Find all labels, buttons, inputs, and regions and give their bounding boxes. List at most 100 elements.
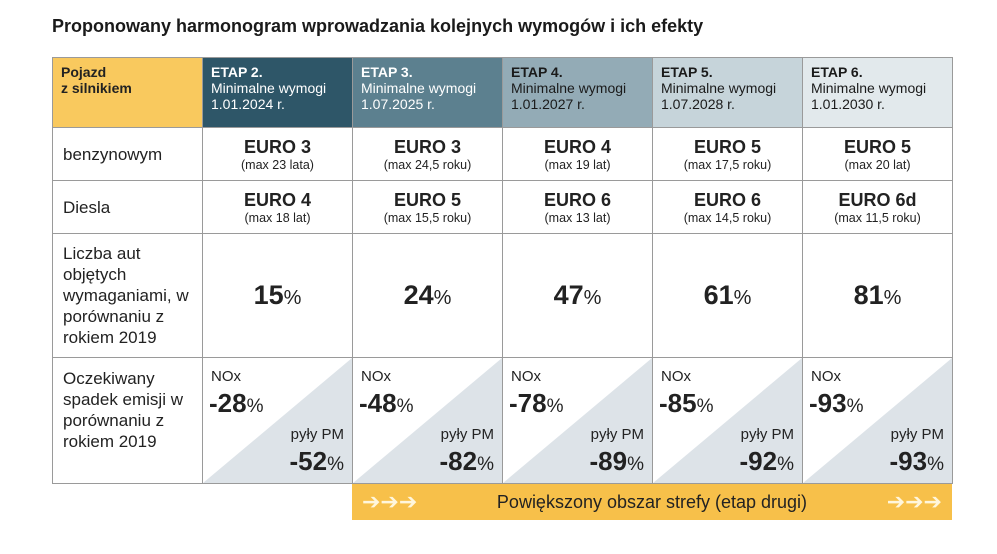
page-title: Proponowany harmonogram wprowadzania kol… xyxy=(52,16,704,36)
stage-header-4: ETAP 4. Minimalne wymogi 1.01.2027 r. xyxy=(502,57,653,128)
share-value: 24 xyxy=(403,280,434,310)
euro-norm: EURO 6 xyxy=(543,189,612,210)
euro-cell: EURO 4 (max 18 lat) xyxy=(202,180,353,234)
max-age: (max 15,5 roku) xyxy=(383,210,472,225)
schedule-table: Pojazd z silnikiem ETAP 2. Minimalne wymog… xyxy=(52,57,953,484)
pm-label: pyły PM xyxy=(590,426,644,443)
euro-cell: EURO 3 (max 23 lata) xyxy=(202,127,353,181)
row-label: benzynowym xyxy=(52,127,203,181)
euro-norm: EURO 6 xyxy=(693,189,762,210)
vehicle-header-line1: Pojazd xyxy=(61,64,107,80)
euro-norm: EURO 5 xyxy=(843,136,912,157)
pm-value: -93% xyxy=(889,446,944,476)
row-diesel: Diesla EURO 4 (max 18 lat) EURO 5 (max 15,5 … xyxy=(52,180,953,234)
stage-name: ETAP 6. xyxy=(811,64,863,80)
pm-label: pyły PM xyxy=(890,426,944,443)
pm-value: -82% xyxy=(439,446,494,476)
row-label: Liczba aut objętych wymaganiami, w porów… xyxy=(52,233,203,358)
share-value: 15 xyxy=(253,280,284,310)
max-age: (max 18 lat) xyxy=(244,210,311,225)
euro-norm: EURO 3 xyxy=(393,136,462,157)
nox-value: -28% xyxy=(209,388,264,418)
stage-sub: Minimalne wymogi xyxy=(811,80,927,96)
nox-value: -48% xyxy=(359,388,414,418)
max-age: (max 20 lat) xyxy=(844,157,911,172)
pm-label: pyły PM xyxy=(290,426,344,443)
unit: % xyxy=(733,287,752,309)
stage-sub: Minimalne wymogi xyxy=(511,80,627,96)
cars-share-cell: 61% xyxy=(652,233,803,358)
unit: % xyxy=(583,287,602,309)
euro-cell: EURO 3 (max 24,5 roku) xyxy=(352,127,503,181)
pm-value: -92% xyxy=(739,446,794,476)
emission-cell: NOx -93% pyły PM -93% xyxy=(802,357,953,484)
emission-cell: NOx -28% pyły PM -52% xyxy=(202,357,353,484)
stage-header-3: ETAP 3. Minimalne wymogi 1.07.2025 r. xyxy=(352,57,503,128)
cars-share-cell: 81% xyxy=(802,233,953,358)
row-petrol: benzynowym EURO 3 (max 23 lata) EURO 3 (max … xyxy=(52,127,953,181)
stage-date: 1.01.2024 r. xyxy=(211,96,285,112)
share-value: 47 xyxy=(553,280,584,310)
arrows-icon: ➔➔➔ xyxy=(362,489,418,514)
stage-header-6: ETAP 6. Minimalne wymogi 1.01.2030 r. xyxy=(802,57,953,128)
zone-extension-banner: ➔➔➔ Powiększony obszar strefy (etap drug… xyxy=(352,484,952,520)
stage-header-5: ETAP 5. Minimalne wymogi 1.07.2028 r. xyxy=(652,57,803,128)
banner-text: Powiększony obszar strefy (etap drugi) xyxy=(496,491,808,512)
max-age: (max 14,5 roku) xyxy=(683,210,772,225)
max-age: (max 24,5 roku) xyxy=(383,157,472,172)
emission-cell: NOx -78% pyły PM -89% xyxy=(502,357,653,484)
row-label: Diesla xyxy=(52,180,203,234)
nox-value: -78% xyxy=(509,388,564,418)
vehicle-header-line2: z silnikiem xyxy=(61,80,132,96)
unit: % xyxy=(283,287,302,309)
unit: % xyxy=(433,287,452,309)
stage-name: ETAP 2. xyxy=(211,64,263,80)
max-age: (max 11,5 roku) xyxy=(834,210,921,225)
max-age: (max 19 lat) xyxy=(544,157,611,172)
max-age: (max 17,5 roku) xyxy=(683,157,772,172)
nox-label: NOx xyxy=(811,368,841,385)
share-value: 61 xyxy=(703,280,734,310)
stage-date: 1.07.2028 r. xyxy=(661,96,735,112)
unit: % xyxy=(883,287,902,309)
euro-norm: EURO 5 xyxy=(393,189,462,210)
row-cars-share: Liczba aut objętych wymaganiami, w porów… xyxy=(52,233,953,358)
stage-date: 1.01.2030 r. xyxy=(811,96,885,112)
stage-date: 1.07.2025 r. xyxy=(361,96,435,112)
nox-label: NOx xyxy=(511,368,541,385)
max-age: (max 13 lat) xyxy=(544,210,611,225)
pm-label: pyły PM xyxy=(440,426,494,443)
euro-norm: EURO 4 xyxy=(543,136,612,157)
pm-value: -52% xyxy=(289,446,344,476)
cars-share-cell: 47% xyxy=(502,233,653,358)
stage-sub: Minimalne wymogi xyxy=(211,80,327,96)
cars-share-cell: 24% xyxy=(352,233,503,358)
euro-cell: EURO 4 (max 19 lat) xyxy=(502,127,653,181)
cars-share-cell: 15% xyxy=(202,233,353,358)
emission-cell: NOx -85% pyły PM -92% xyxy=(652,357,803,484)
stage-sub: Minimalne wymogi xyxy=(361,80,477,96)
row-emissions: Oczekiwany spadek emisji w porównaniu z … xyxy=(52,357,953,484)
row-label: Oczekiwany spadek emisji w porównaniu z … xyxy=(52,357,203,484)
stage-date: 1.01.2027 r. xyxy=(511,96,585,112)
pm-label: pyły PM xyxy=(740,426,794,443)
stage-name: ETAP 5. xyxy=(661,64,713,80)
share-value: 81 xyxy=(853,280,884,310)
nox-value: -93% xyxy=(809,388,864,418)
euro-cell: EURO 5 (max 20 lat) xyxy=(802,127,953,181)
euro-norm: EURO 5 xyxy=(693,136,762,157)
nox-label: NOx xyxy=(361,368,391,385)
euro-cell: EURO 6d (max 11,5 roku) xyxy=(802,180,953,234)
euro-cell: EURO 6 (max 14,5 roku) xyxy=(652,180,803,234)
header-row: Pojazd z silnikiem ETAP 2. Minimalne wymog… xyxy=(52,57,953,128)
pm-value: -89% xyxy=(589,446,644,476)
euro-cell: EURO 6 (max 13 lat) xyxy=(502,180,653,234)
euro-cell: EURO 5 (max 15,5 roku) xyxy=(352,180,503,234)
nox-value: -85% xyxy=(659,388,714,418)
emission-cell: NOx -48% pyły PM -82% xyxy=(352,357,503,484)
euro-cell: EURO 5 (max 17,5 roku) xyxy=(652,127,803,181)
stage-header-2: ETAP 2. Minimalne wymogi 1.01.2024 r. xyxy=(202,57,353,128)
nox-label: NOx xyxy=(211,368,241,385)
max-age: (max 23 lata) xyxy=(241,157,314,172)
nox-label: NOx xyxy=(661,368,691,385)
